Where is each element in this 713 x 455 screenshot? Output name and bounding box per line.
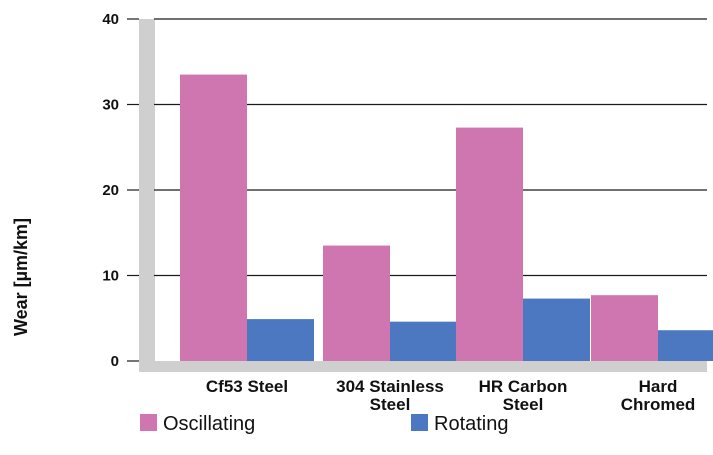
y-tick-label: 20: [102, 182, 119, 199]
y-tick-label: 40: [102, 11, 119, 28]
bar-oscillating: [456, 127, 523, 362]
y-tick-label: 10: [102, 268, 119, 285]
legend-swatch: [140, 414, 157, 431]
bar-rotating: [390, 321, 457, 361]
bar-oscillating: [591, 295, 658, 361]
y-tick-label: 30: [102, 97, 119, 114]
bar-rotating: [247, 319, 314, 361]
y-axis-title: Wear [µm/km]: [11, 218, 31, 336]
legend-label: Oscillating: [163, 413, 255, 435]
x-category-label: Hard Chromed: [621, 377, 696, 414]
x-category-label: 304 Stainless Steel: [336, 377, 444, 414]
bar-rotating: [658, 330, 713, 361]
legend-swatch: [411, 414, 428, 431]
bar-oscillating: [323, 245, 390, 361]
x-category-label: HR Carbon Steel: [479, 377, 568, 414]
legend-label: Rotating: [434, 413, 509, 435]
y-tick-label: 0: [111, 353, 119, 370]
chart-side-wall: [139, 19, 155, 361]
bar-rotating: [523, 298, 590, 361]
bar-oscillating: [180, 74, 247, 361]
x-category-label: Cf53 Steel: [206, 377, 288, 396]
chart-floor: [139, 361, 707, 372]
